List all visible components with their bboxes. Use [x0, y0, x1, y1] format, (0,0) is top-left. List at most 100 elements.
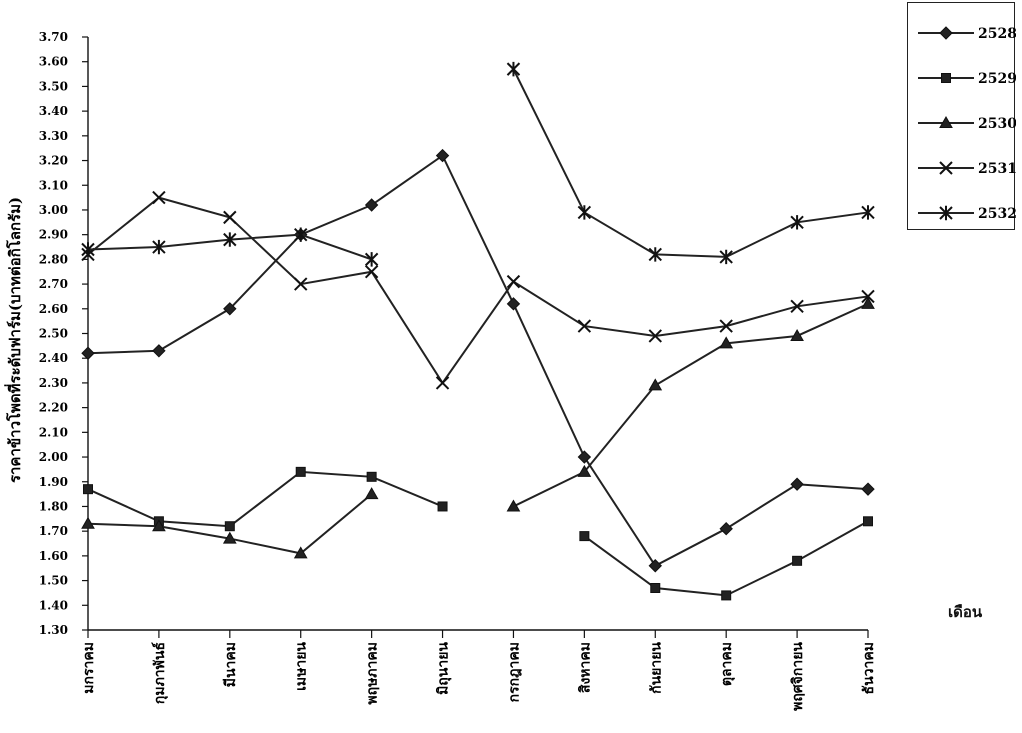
data-point-2531 [648, 329, 662, 343]
data-point-2528 [435, 148, 450, 163]
y-tick-label: 1.60 [39, 549, 68, 563]
x-tick-label: พฤศจิกายน [790, 642, 806, 711]
data-point-2530 [81, 516, 95, 529]
data-point-2531 [506, 274, 521, 289]
data-point-2531 [719, 319, 733, 333]
series-2528 [81, 148, 875, 573]
series-line-2532 [512, 68, 869, 258]
data-point-2532 [81, 242, 95, 257]
legend-label: 2531 [978, 161, 1016, 177]
data-point-2528 [719, 521, 733, 536]
data-point-2528 [223, 302, 237, 316]
legend-marker [939, 115, 953, 128]
series-2532 [81, 61, 875, 267]
data-point-2528 [364, 198, 379, 212]
legend-label: 2529 [978, 71, 1016, 87]
series-2529 [83, 466, 873, 601]
legend-item-2531: 2531 [918, 161, 1017, 177]
y-tick-label: 3.30 [39, 129, 68, 143]
data-point-2532 [506, 61, 521, 77]
y-tick-label: 3.00 [39, 203, 68, 217]
series-line-2531 [87, 196, 869, 385]
data-point-2530 [152, 519, 166, 532]
data-point-2529 [83, 484, 93, 495]
legend-label: 2528 [978, 26, 1016, 42]
data-point-2530 [861, 296, 875, 309]
legend-label: 2530 [978, 116, 1016, 132]
data-point-2528 [577, 450, 592, 464]
x-tick-label: มีนาคม [223, 642, 239, 687]
y-tick-label: 3.50 [39, 79, 68, 93]
legend-label: 2532 [978, 206, 1016, 222]
data-point-2529 [863, 516, 873, 527]
x-tick-label: กรกฎาคม [506, 642, 522, 702]
data-point-2531 [223, 210, 237, 225]
y-tick-label: 2.20 [39, 401, 68, 415]
data-point-2531 [152, 190, 166, 205]
data-point-2530 [364, 487, 379, 500]
y-tick-label: 2.70 [39, 277, 68, 291]
legend-marker [939, 161, 953, 175]
y-tick-label: 3.70 [39, 30, 68, 44]
y-axis-label: ราคาข้าวโพดที่ระดับฟาร์ม(บาทต่อกิโลกรัม) [4, 197, 24, 483]
x-tick-label: มิถุนายน [436, 642, 452, 695]
y-tick-label: 1.40 [39, 598, 68, 612]
data-point-2531 [364, 265, 379, 279]
y-tick-label: 2.80 [39, 252, 68, 266]
legend-item-2529: 2529 [918, 71, 1017, 87]
x-tick-label: เมษายน [294, 642, 310, 691]
legend-marker [939, 26, 953, 40]
data-point-2529 [579, 531, 590, 542]
y-tick-label: 1.90 [39, 475, 68, 489]
data-point-2529 [721, 590, 732, 601]
legend-item-2530: 2530 [918, 115, 1017, 132]
x-tick-label: สิงหาคม [577, 642, 593, 694]
legend-item-2528: 2528 [918, 26, 1017, 42]
y-tick-label: 2.10 [39, 425, 68, 439]
data-point-2529 [366, 471, 377, 482]
data-point-2532 [152, 239, 166, 255]
x-tick-label: มกราคม [81, 642, 97, 694]
y-axis: 1.30 1.40 1.50 1.60 1.70 1.80 1.90 2.00 2.10 2.20… [39, 30, 89, 637]
data-point-2530 [790, 328, 804, 341]
data-point-2528 [790, 477, 804, 491]
data-point-2529 [224, 521, 235, 532]
data-point-2532 [790, 215, 804, 230]
legend-marker [941, 73, 951, 83]
series-2531 [81, 190, 875, 390]
y-tick-label: 1.30 [39, 623, 68, 637]
y-tick-label: 1.50 [39, 574, 68, 588]
data-point-2530 [222, 531, 237, 544]
y-tick-label: 3.60 [39, 55, 68, 69]
data-point-2528 [506, 297, 521, 311]
y-tick-label: 3.10 [39, 178, 68, 192]
data-point-2531 [861, 289, 875, 304]
data-point-2529 [650, 582, 661, 593]
data-point-2532 [861, 205, 875, 220]
x-tick-label: กันยายน [648, 642, 664, 694]
data-point-2532 [719, 249, 733, 265]
series-group [81, 61, 875, 601]
series-line-2528 [87, 154, 869, 568]
series-line-2530 [513, 302, 869, 508]
data-point-2528 [81, 346, 95, 360]
data-point-2530 [293, 546, 308, 559]
data-point-2530 [506, 499, 521, 512]
y-tick-label: 1.80 [39, 499, 68, 513]
y-tick-label: 2.60 [39, 302, 68, 316]
data-point-2532 [648, 247, 662, 262]
data-point-2530 [648, 378, 663, 391]
x-axis: มกราคม กุมภาพันธ์ มีนาคม เมษายน พฤษภาคม มิถุน… [81, 629, 877, 711]
data-point-2532 [364, 252, 379, 267]
legend: 2528 2529 2530 2531 2532 [907, 2, 1017, 230]
data-point-2530 [577, 464, 592, 477]
y-tick-label: 1.70 [39, 524, 68, 538]
data-point-2532 [223, 232, 237, 247]
y-tick-label: 2.90 [39, 228, 68, 242]
y-tick-label: 2.50 [39, 327, 68, 341]
data-point-2529 [295, 466, 306, 477]
data-point-2531 [790, 299, 804, 314]
data-point-2531 [577, 319, 592, 333]
x-tick-label: กุมภาพันธ์ [151, 642, 168, 704]
